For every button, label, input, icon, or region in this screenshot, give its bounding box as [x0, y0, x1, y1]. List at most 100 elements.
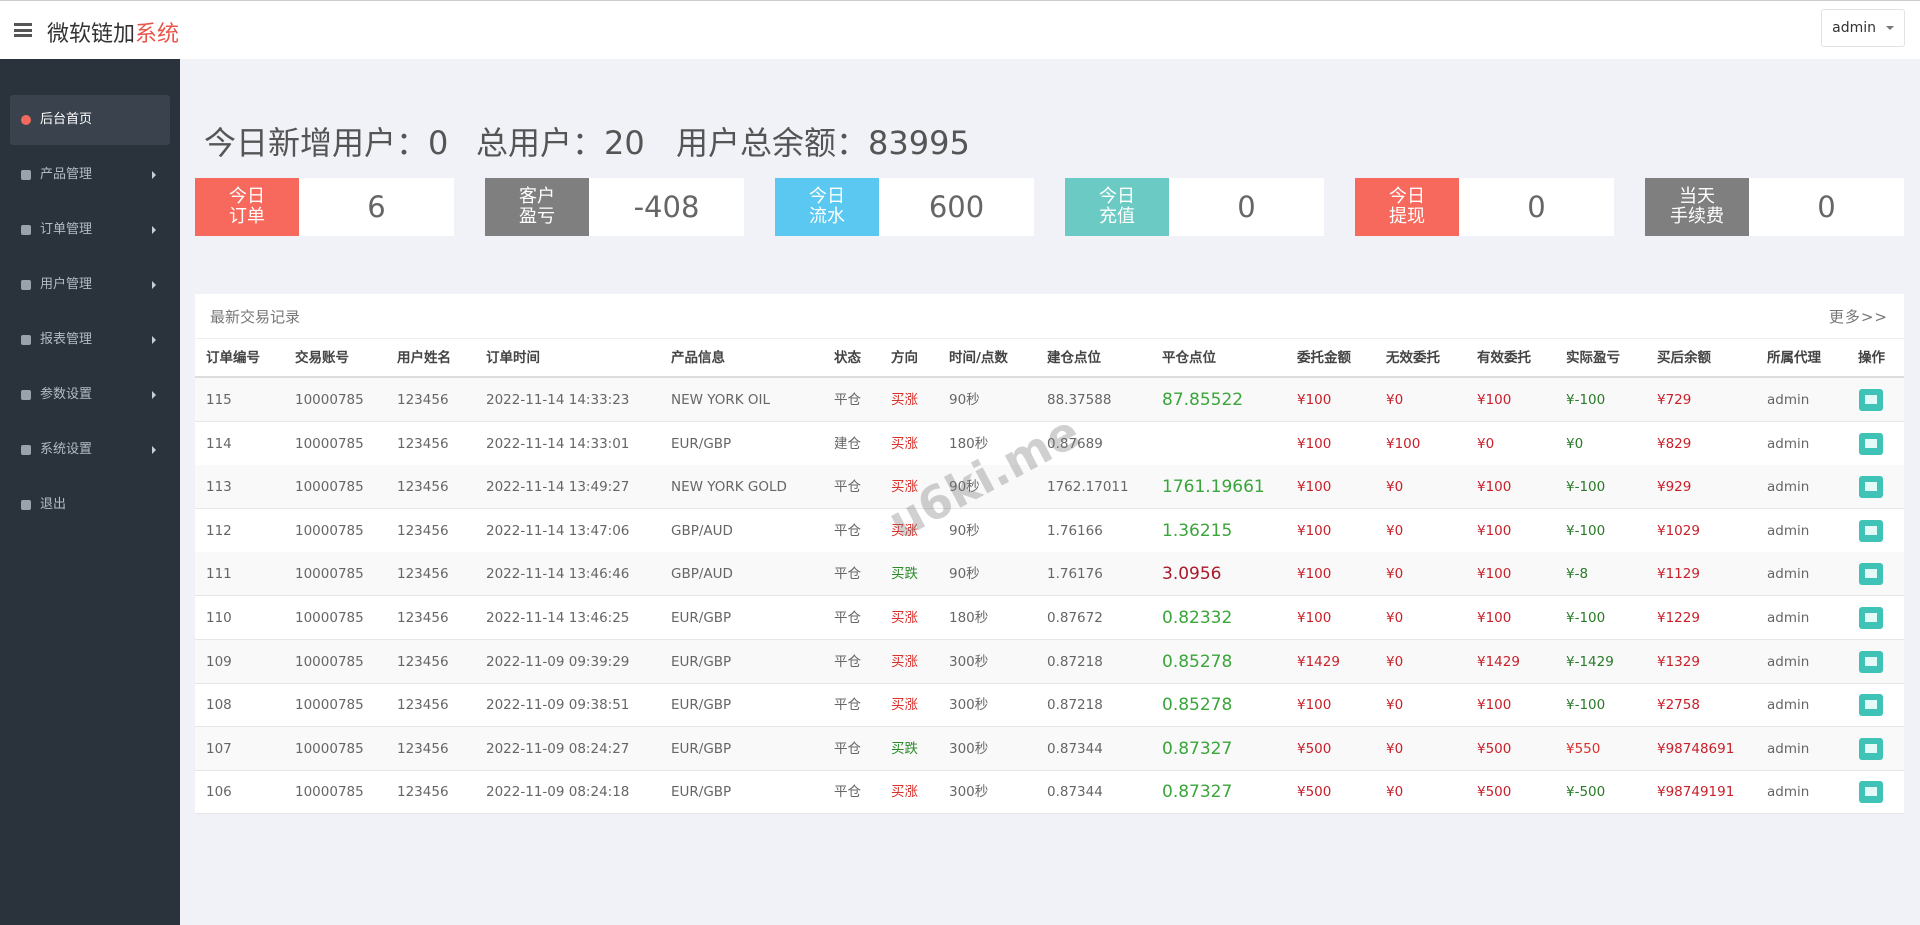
edit-button[interactable]: [1859, 650, 1883, 673]
cell-close: 0.85278: [1162, 695, 1233, 716]
menu-item[interactable]: 报表管理: [10, 315, 170, 365]
cell-invalid: ¥0: [1386, 740, 1404, 757]
edit-button[interactable]: [1859, 694, 1883, 717]
cell-status: 平仓: [834, 392, 861, 408]
edit-button[interactable]: [1859, 476, 1883, 499]
edit-button[interactable]: [1859, 389, 1883, 411]
card-value: 6: [367, 190, 386, 224]
cell-product: GBP/AUD: [671, 566, 733, 583]
menu-item[interactable]: 订单管理: [10, 205, 170, 255]
cell-agent: admin: [1767, 435, 1810, 452]
cell-direction: 买涨: [891, 697, 918, 714]
cell-invalid: ¥0: [1386, 392, 1404, 408]
menu-item[interactable]: 参数设置: [10, 370, 170, 420]
cell-id: 107: [206, 740, 232, 757]
edit-button[interactable]: [1859, 607, 1883, 629]
cell-time: 2022-11-09 09:39:29: [486, 653, 630, 670]
cell-time: 2022-11-14 13:46:46: [486, 566, 630, 583]
user-menu[interactable]: admin: [1821, 9, 1905, 47]
stat-value: 20: [604, 124, 645, 162]
cell-close: 1.36215: [1162, 520, 1233, 541]
cell-amount: ¥100: [1297, 435, 1332, 452]
menu-icon: [21, 115, 31, 125]
cell-balance: ¥98749191: [1657, 784, 1735, 801]
table-row: 110 10000785 123456 2022-11-14 13:46:25 EUR/…: [195, 596, 1904, 640]
column-header: 有效委托: [1477, 350, 1531, 366]
menu-item[interactable]: 后台首页: [10, 95, 170, 145]
stat-card: 今日 充值 0: [1065, 178, 1324, 236]
menu-label: 报表管理: [40, 332, 93, 347]
column-header: 操作: [1858, 350, 1885, 366]
menu-arrow: [152, 281, 160, 289]
menu-item[interactable]: 系统设置: [10, 425, 170, 475]
cell-time: 2022-11-14 13:49:27: [486, 479, 630, 496]
cell-invalid: ¥0: [1386, 610, 1404, 626]
more-link[interactable]: 更多>>: [1828, 308, 1888, 326]
card-label-line: 客户: [519, 186, 555, 207]
cell-invalid: ¥0: [1386, 522, 1404, 539]
cell-product: EUR/GBP: [671, 653, 732, 670]
cell-period: 300秒: [949, 784, 989, 801]
cell-direction: 买涨: [891, 610, 918, 626]
cell-direction: 买涨: [891, 392, 918, 408]
cell-user: 123456: [397, 697, 449, 714]
menu-item[interactable]: 产品管理: [10, 150, 170, 200]
stat-label: 今日新增用户：: [204, 124, 429, 162]
stat-card: 今日 订单 6: [195, 178, 454, 236]
cell-id: 108: [206, 697, 232, 714]
cell-open: 0.87672: [1047, 610, 1103, 626]
cell-user: 123456: [397, 610, 449, 626]
cell-period: 90秒: [949, 522, 980, 539]
cell-time: 2022-11-09 09:38:51: [486, 697, 630, 714]
card-label: 当天 手续费: [1645, 178, 1749, 236]
edit-button[interactable]: [1859, 563, 1883, 586]
menu-label: 订单管理: [40, 222, 93, 237]
sidebar: 后台首页 产品管理订单管理用户管理报表管理参数设置系统设置退出: [0, 59, 180, 925]
table-row: 115 10000785 123456 2022-11-14 14:33:23 NEW …: [195, 378, 1904, 422]
cell-amount: ¥1429: [1297, 653, 1340, 670]
column-header: 平仓点位: [1162, 350, 1216, 366]
table-row: 106 10000785 123456 2022-11-09 08:24:18 EUR/…: [195, 770, 1904, 815]
card-value: 0: [1237, 190, 1256, 224]
menu-label: 系统设置: [40, 442, 93, 457]
menu-label: 退出: [40, 497, 67, 512]
cell-time: 2022-11-09 08:24:18: [486, 784, 630, 801]
cell-open: 1.76166: [1047, 522, 1103, 539]
card-label: 今日 提现: [1355, 178, 1459, 236]
menu-icon: [21, 445, 31, 455]
menu-toggle[interactable]: [14, 23, 32, 37]
cell-status: 平仓: [834, 610, 861, 626]
edit-button[interactable]: [1859, 432, 1883, 455]
cell-close: 1761.19661: [1162, 477, 1265, 498]
cell-pnl: ¥-100: [1566, 697, 1606, 714]
cell-close: 0.87327: [1162, 738, 1233, 759]
cell-valid: ¥100: [1477, 479, 1512, 496]
orders-panel: 最新交易记录 更多>> 订单编号 交易账号 用户姓名 订单时间 产品信息 状态 方向 时间/点…: [195, 294, 1904, 815]
stat-label: 用户总余额：: [676, 124, 869, 162]
cell-valid: ¥100: [1477, 392, 1512, 408]
cell-user: 123456: [397, 653, 449, 670]
brand-accent: 系统: [135, 22, 180, 47]
edit-button[interactable]: [1859, 781, 1883, 804]
cell-agent: admin: [1767, 479, 1810, 496]
cell-account: 10000785: [295, 610, 364, 626]
cell-agent: admin: [1767, 697, 1810, 714]
edit-button[interactable]: [1859, 737, 1883, 760]
cell-user: 123456: [397, 435, 449, 452]
stat-card: 今日 流水 600: [775, 178, 1034, 236]
cell-amount: ¥500: [1297, 784, 1332, 801]
cell-close: 0.87327: [1162, 782, 1233, 803]
brand: 微软链加系统: [47, 16, 179, 48]
cell-pnl: ¥550: [1566, 740, 1601, 757]
cell-valid: ¥100: [1477, 522, 1512, 539]
cell-invalid: ¥100: [1386, 435, 1421, 452]
cell-balance: ¥1329: [1657, 653, 1700, 670]
cell-time: 2022-11-14 14:33:01: [486, 435, 630, 452]
cell-product: EUR/GBP: [671, 740, 732, 757]
menu-item[interactable]: 用户管理: [10, 260, 170, 310]
cell-product: EUR/GBP: [671, 784, 732, 801]
cell-product: NEW YORK OIL: [671, 392, 771, 408]
cell-account: 10000785: [295, 697, 364, 714]
menu-item[interactable]: 退出: [10, 480, 170, 530]
edit-button[interactable]: [1859, 519, 1883, 542]
